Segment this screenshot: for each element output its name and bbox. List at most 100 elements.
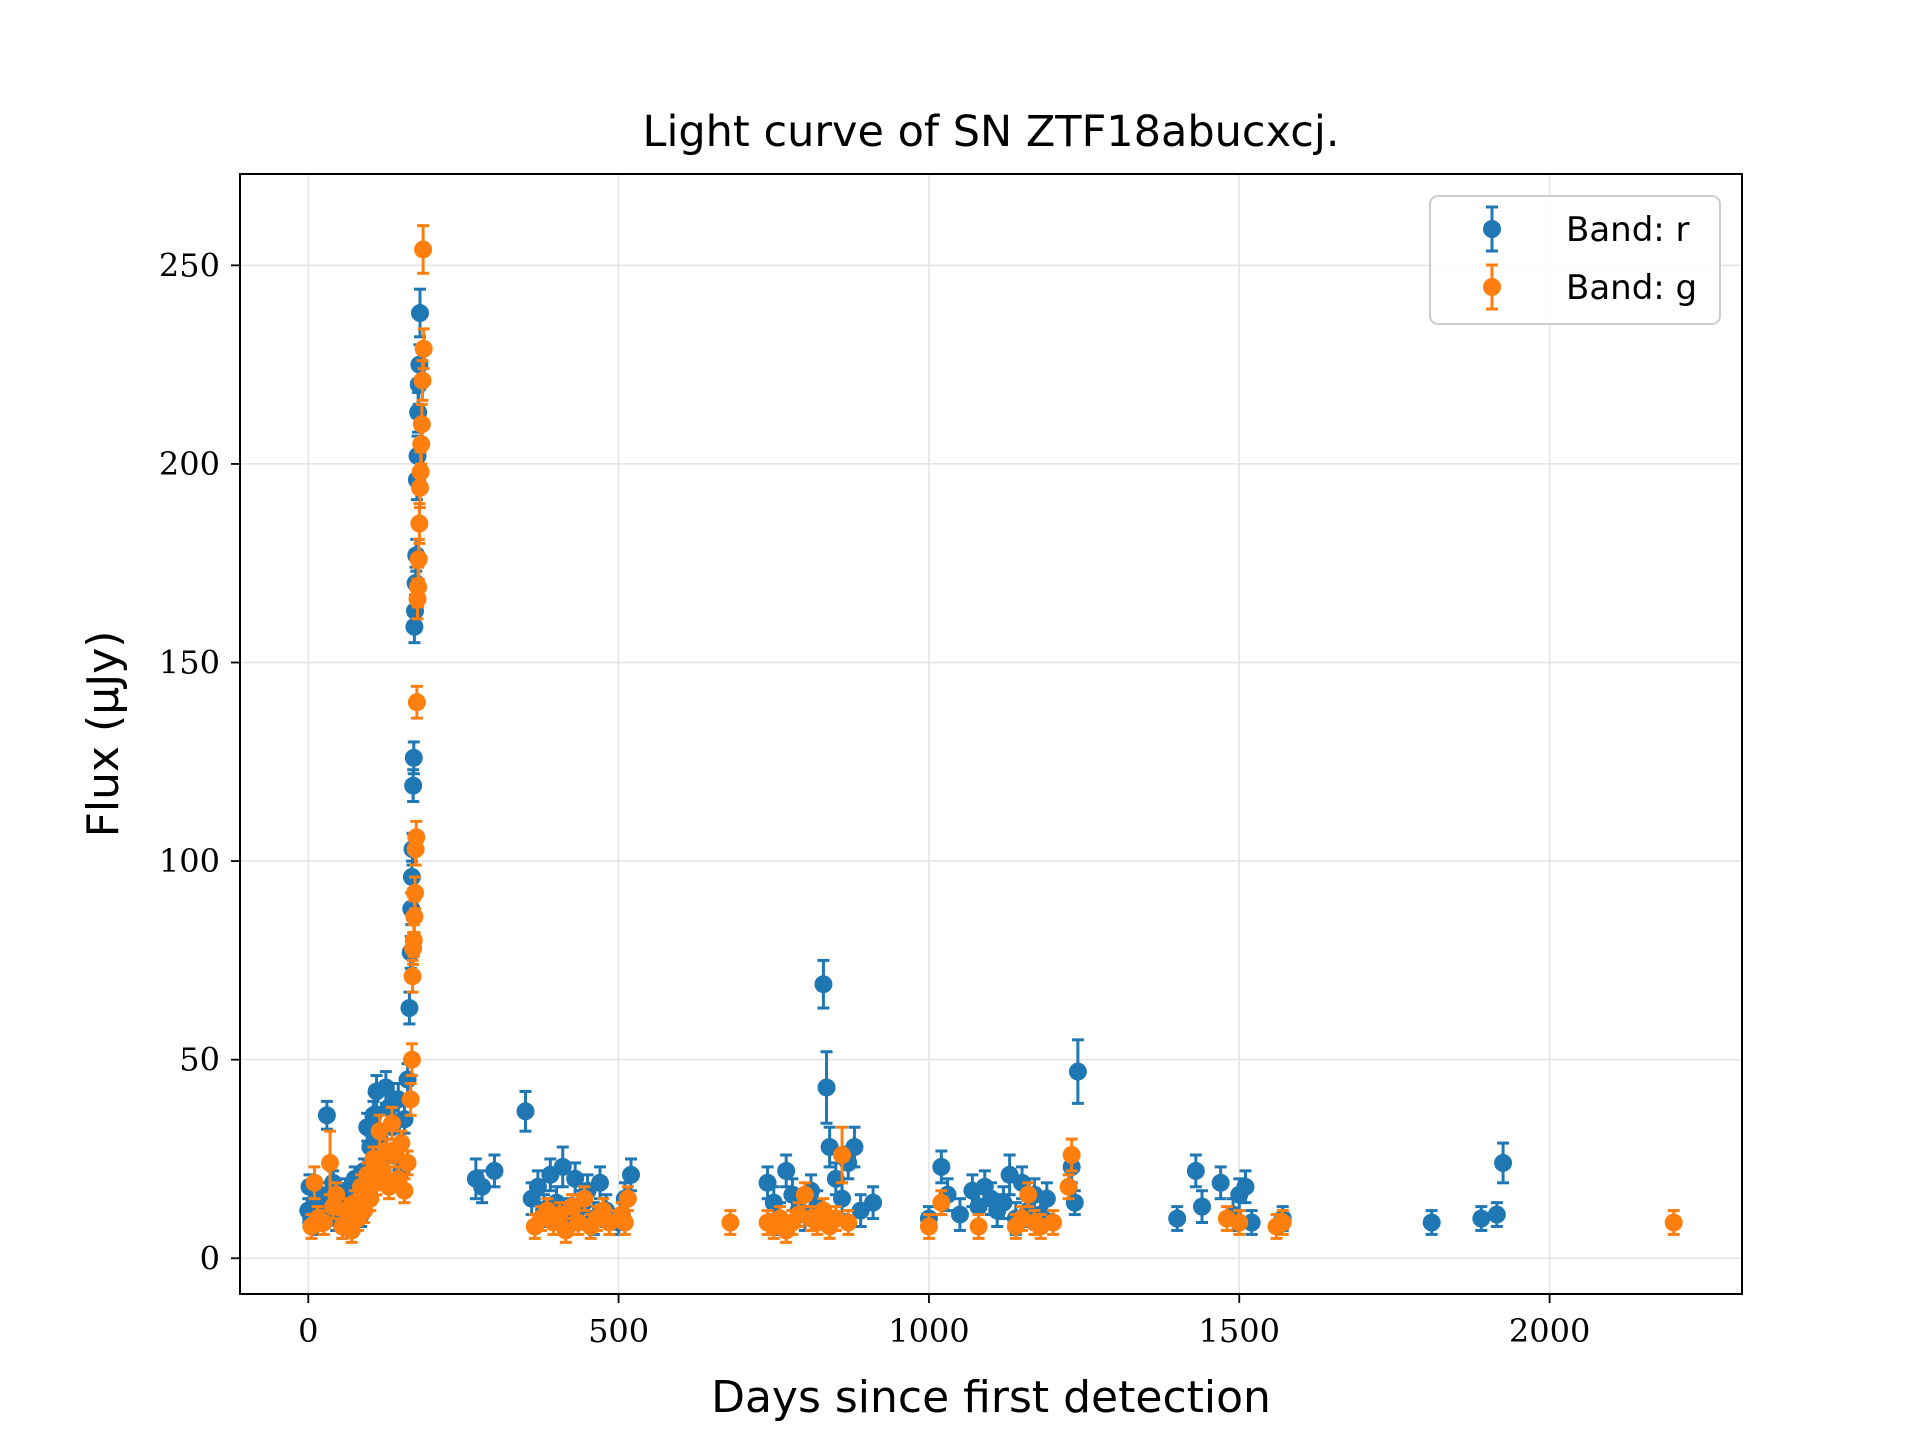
point-marker [327, 1185, 346, 1204]
data-point [1487, 1201, 1506, 1228]
y-tick-label: 150 [159, 644, 220, 682]
legend-marker [1483, 278, 1501, 296]
x-tick-label: 1500 [1199, 1312, 1280, 1350]
point-marker [414, 339, 433, 358]
data-point [1044, 1209, 1063, 1236]
point-marker [833, 1145, 852, 1164]
point-marker [1422, 1213, 1441, 1232]
point-marker [516, 1102, 535, 1121]
data-point [721, 1209, 740, 1236]
data-point [1273, 1209, 1292, 1236]
data-points [299, 224, 1683, 1244]
point-marker [395, 1181, 414, 1200]
data-point [414, 224, 433, 275]
data-point [1062, 1137, 1081, 1173]
point-marker [1037, 1189, 1056, 1208]
data-point [1664, 1209, 1683, 1236]
point-marker [833, 1189, 852, 1208]
data-point [553, 1145, 572, 1189]
data-point [1019, 1181, 1038, 1209]
point-marker [405, 907, 424, 926]
point-marker [721, 1213, 740, 1232]
point-marker [485, 1161, 504, 1180]
point-marker [1068, 1062, 1087, 1081]
point-marker [1062, 1145, 1081, 1164]
point-marker [410, 514, 429, 533]
point-marker [1664, 1213, 1683, 1232]
point-marker [383, 1114, 402, 1133]
point-marker [575, 1189, 594, 1208]
legend-box [1429, 195, 1721, 325]
x-tick-label: 2000 [1509, 1312, 1590, 1350]
data-point [615, 1209, 634, 1236]
x-tick-label: 1000 [888, 1312, 969, 1350]
point-marker [1059, 1177, 1078, 1196]
data-point [1242, 1209, 1261, 1236]
point-marker [411, 462, 430, 481]
data-point [395, 1177, 414, 1205]
data-point [401, 1082, 420, 1117]
point-marker [412, 415, 431, 434]
data-point [795, 1181, 814, 1209]
point-marker [1193, 1197, 1212, 1216]
data-point [317, 1099, 336, 1131]
point-marker [839, 1213, 858, 1232]
point-marker [553, 1157, 572, 1176]
point-marker [392, 1134, 411, 1153]
point-marker [994, 1193, 1013, 1212]
legend-entry: Band: r [1483, 205, 1690, 253]
data-point [618, 1185, 637, 1213]
data-point [410, 502, 429, 545]
legend-marker [1483, 220, 1501, 238]
data-point [864, 1185, 883, 1221]
point-marker [919, 1217, 938, 1236]
point-marker [1242, 1213, 1261, 1232]
data-point [407, 684, 426, 720]
point-marker [403, 967, 422, 986]
point-marker [401, 1090, 420, 1109]
point-marker [402, 1050, 421, 1069]
data-point [402, 1042, 421, 1078]
data-point [383, 1105, 402, 1141]
data-point [1193, 1189, 1212, 1225]
data-point [777, 1153, 796, 1189]
point-marker [414, 240, 433, 259]
data-point [409, 537, 428, 581]
data-point [969, 1213, 988, 1240]
data-point [473, 1169, 492, 1205]
data-point [404, 740, 423, 776]
data-point [839, 1209, 858, 1236]
point-marker [409, 550, 428, 569]
data-point [528, 1169, 547, 1205]
point-marker [314, 1213, 333, 1232]
point-marker [950, 1205, 969, 1224]
point-marker [1211, 1173, 1230, 1192]
legend-entry: Band: g [1483, 263, 1697, 311]
point-marker [528, 1177, 547, 1196]
data-point [1494, 1141, 1513, 1185]
data-point [516, 1089, 535, 1133]
point-marker [404, 931, 423, 950]
data-point [305, 1165, 324, 1201]
data-point [1236, 1169, 1255, 1205]
y-axis-label: Flux (μJy) [78, 631, 129, 838]
point-marker [795, 1185, 814, 1204]
data-point [817, 1050, 836, 1125]
data-point [950, 1197, 969, 1232]
data-point [407, 819, 426, 855]
data-point [485, 1153, 504, 1189]
point-marker [320, 1153, 339, 1172]
point-marker [932, 1157, 951, 1176]
point-marker [473, 1177, 492, 1196]
point-marker [407, 693, 426, 712]
data-point [814, 958, 833, 1010]
point-marker [407, 828, 426, 847]
data-point [1031, 1213, 1050, 1240]
point-marker [783, 1185, 802, 1204]
data-point [1186, 1153, 1205, 1189]
y-tick-label: 50 [179, 1041, 220, 1079]
point-marker [1168, 1209, 1187, 1228]
point-marker [817, 1078, 836, 1097]
legend: Band: r Band: g [1429, 195, 1721, 325]
data-point [932, 1149, 951, 1185]
